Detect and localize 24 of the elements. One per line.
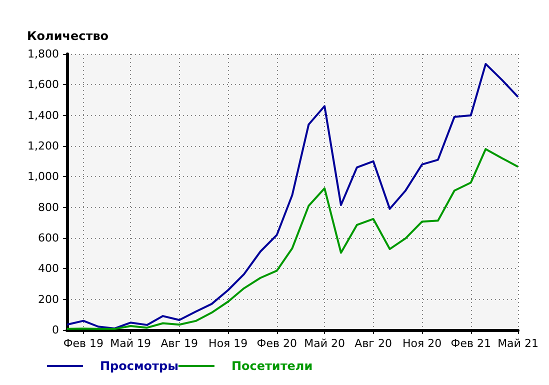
y-tick-label: 1,200 xyxy=(28,140,59,152)
y-tick-label: 1,400 xyxy=(28,108,59,122)
legend-label: Просмотры xyxy=(100,359,178,373)
y-tick-label: 1,800 xyxy=(28,48,59,60)
y-tick-label: 1,600 xyxy=(28,78,59,92)
y-tick-label: 200 xyxy=(38,292,59,306)
x-tick-label: Фев 20 xyxy=(256,337,297,350)
x-tick-label: Авг 19 xyxy=(160,337,198,350)
x-tick-label: Ноя 20 xyxy=(402,337,442,350)
x-tick-label: Фев 19 xyxy=(63,337,104,350)
x-tick-label: Ноя 19 xyxy=(208,337,248,350)
y-axis-title: Количество xyxy=(27,29,109,43)
y-tick-label: 1,000 xyxy=(28,170,59,184)
x-tick-label: Май 21 xyxy=(498,337,538,350)
x-tick-label: Май 20 xyxy=(304,337,345,350)
y-tick-label: 800 xyxy=(38,200,59,214)
y-tick-label: 0 xyxy=(52,324,59,336)
legend-label: Посетители xyxy=(231,359,313,373)
x-tick-label: Май 19 xyxy=(110,337,152,350)
x-tick-label: Авг 20 xyxy=(354,337,392,350)
x-tick-label: Фев 21 xyxy=(450,337,491,350)
y-tick-label: 400 xyxy=(38,262,59,276)
line-series xyxy=(66,62,519,330)
y-tick-label: 600 xyxy=(38,232,59,244)
